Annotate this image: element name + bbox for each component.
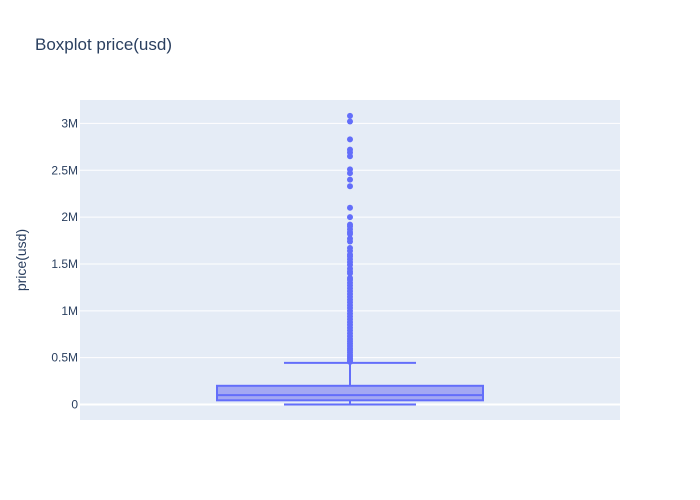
chart-title: Boxplot price(usd): [35, 35, 172, 54]
outlier-point: [347, 214, 353, 221]
outlier-point: [347, 112, 353, 119]
outlier-point: [347, 183, 353, 190]
outlier-point: [347, 275, 353, 282]
y-axis-title: price(usd): [13, 229, 29, 291]
y-axis-ticks: 0 0.5M 1M 1.5M 2M 2.5M 3M: [51, 116, 78, 411]
outlier-point: [347, 204, 353, 211]
y-tick-label: 3M: [61, 116, 78, 130]
outlier-point: [347, 245, 353, 252]
outlier-point: [347, 221, 353, 228]
y-tick-label: 2M: [61, 210, 78, 224]
outlier-point: [347, 166, 353, 173]
outlier-point: [347, 136, 353, 143]
y-tick-label: 0.5M: [51, 351, 78, 365]
y-tick-label: 0: [71, 398, 78, 412]
outlier-point: [347, 118, 353, 125]
outlier-point: [347, 235, 353, 242]
outlier-points: [347, 112, 353, 365]
outlier-point: [347, 146, 353, 153]
y-tick-label: 1M: [61, 304, 78, 318]
y-tick-label: 1.5M: [51, 257, 78, 271]
y-tick-label: 2.5M: [51, 163, 78, 177]
outlier-point: [347, 176, 353, 183]
iqr-box: [216, 384, 484, 402]
